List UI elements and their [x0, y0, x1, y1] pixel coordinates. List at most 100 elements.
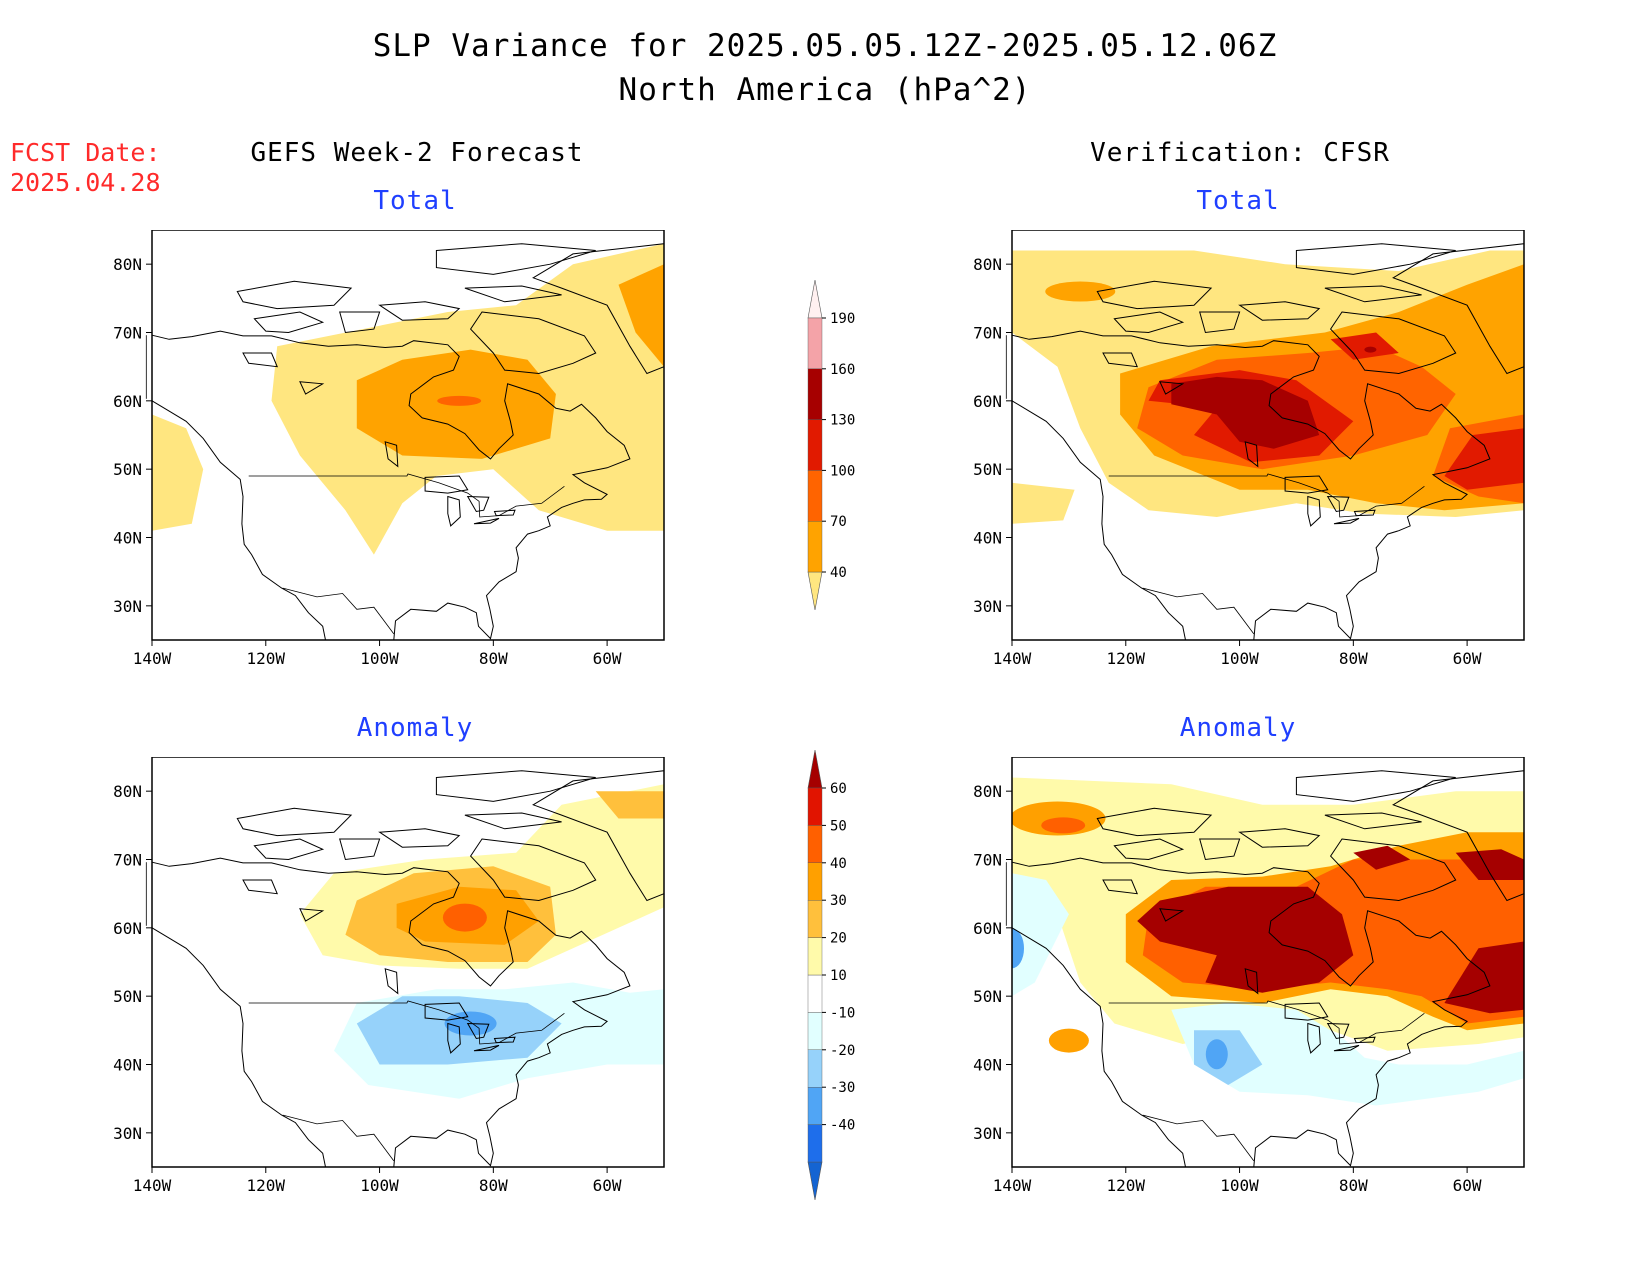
arctic-island	[1324, 285, 1422, 303]
lake-outline	[424, 475, 469, 494]
lon-tick-label: 60W	[1453, 649, 1482, 668]
arctic-island	[1238, 301, 1321, 321]
lat-tick-label: 70N	[973, 324, 1002, 343]
lake-outline	[466, 495, 490, 513]
lon-tick-label: 80W	[1339, 1176, 1368, 1195]
arctic-island	[236, 807, 353, 837]
lat-tick-label: 60N	[973, 392, 1002, 411]
panel-label-cfsr-total: Total	[1196, 186, 1280, 216]
lake-outline	[1307, 495, 1321, 527]
anomaly-40-core	[442, 903, 487, 932]
colorbar-total-label: 130	[830, 413, 855, 429]
shaded-field	[1012, 250, 1524, 524]
colorbar-anomaly-label: -20	[830, 1043, 855, 1059]
coastlines	[1005, 243, 1525, 641]
lake-outline	[1284, 1002, 1329, 1021]
colorbar-total-label: 40	[830, 565, 847, 581]
arctic-island	[1096, 807, 1213, 837]
lat-tick-label: 60N	[113, 919, 142, 938]
lake-outline	[1159, 908, 1185, 922]
colorbar-total-label: 160	[830, 362, 855, 378]
shaded-field	[152, 243, 664, 555]
lake-outline	[1307, 1022, 1321, 1054]
map-cfsr-total: 80N 70N 60N 50N 40N 30N 140W 120W 100W 80W 60W	[973, 230, 1525, 668]
colorbar-total-swatch	[807, 368, 823, 420]
arctic-island	[339, 311, 381, 334]
arctic-island	[435, 770, 596, 802]
atlantic-arctic-coastline	[1011, 857, 1491, 1168]
political-border	[248, 473, 565, 518]
arctic-island	[1295, 243, 1456, 275]
lon-tick-label: 80W	[479, 649, 508, 668]
lake-outline	[1244, 968, 1259, 995]
shaded-field	[299, 784, 664, 1099]
lat-tick-label: 50N	[113, 987, 142, 1006]
lake-outline	[473, 517, 500, 525]
arctic-island	[1295, 770, 1456, 802]
greenland-coast	[1392, 243, 1525, 375]
atlantic-arctic-coastline	[151, 330, 631, 641]
lat-tick-label: 40N	[113, 1056, 142, 1075]
political-border	[1108, 1000, 1425, 1045]
arctic-island	[1113, 311, 1185, 334]
colorbar-anomaly-label: 30	[830, 893, 847, 909]
colorbar-total-label: 70	[830, 514, 847, 530]
lat-tick-label: 60N	[973, 919, 1002, 938]
main-title: SLP Variance for 2025.05.05.12Z-2025.05.…	[372, 28, 1278, 64]
lake-outline	[466, 1022, 490, 1040]
map-cfsr-anomaly: 80N 70N 60N 50N 40N 30N 140W 120W 100W 80W 60W	[973, 757, 1525, 1195]
lat-tick-label: 80N	[113, 255, 142, 274]
colorbar-total-bottom-arrow	[807, 571, 823, 610]
arctic-island	[1199, 311, 1241, 334]
pacific-coastline	[1011, 400, 1186, 641]
panel-label-cfsr-anomaly: Anomaly	[1179, 713, 1297, 743]
greenland-coast	[532, 243, 665, 375]
panel-label-gefs-anomaly: Anomaly	[356, 713, 474, 743]
colorbar-anomaly-swatch	[807, 1012, 823, 1050]
map-gefs-anomaly: 80N 70N 60N 50N 40N 30N 140W 120W 100W 80W 60W	[113, 757, 665, 1195]
colorbar-anomaly-label: 60	[830, 781, 847, 797]
lon-tick-label: 100W	[1220, 649, 1259, 668]
colorbar-total-swatch	[807, 317, 823, 369]
anomaly-30-pacific	[1048, 1028, 1089, 1053]
lon-tick-label: 120W	[1107, 1176, 1146, 1195]
political-border	[1108, 473, 1425, 518]
arctic-island	[435, 243, 596, 275]
colorbar-total-swatch	[807, 470, 823, 522]
arctic-island	[1324, 812, 1422, 830]
lon-tick-label: 140W	[133, 1176, 172, 1195]
lon-tick-label: 80W	[479, 1176, 508, 1195]
colorbar-anomaly-label: 10	[830, 968, 847, 984]
political-border	[248, 1000, 565, 1045]
arctic-island	[1096, 280, 1213, 310]
political-border	[282, 587, 395, 635]
variance-100-core	[437, 395, 482, 406]
shaded-field	[1012, 777, 1524, 1106]
lon-tick-label: 120W	[247, 649, 286, 668]
lon-tick-label: 100W	[1220, 1176, 1259, 1195]
lake-outline	[1244, 441, 1259, 468]
column-title-cfsr: Verification: CFSR	[1090, 138, 1390, 168]
anomaly-60-davis	[1455, 849, 1524, 880]
coastlines	[145, 770, 665, 1168]
atlantic-arctic-coastline	[1011, 330, 1491, 641]
lake-outline	[1333, 1044, 1360, 1052]
arctic-island	[1329, 838, 1457, 902]
variance-70-alaska	[1045, 281, 1116, 302]
lake-outline	[473, 1044, 500, 1052]
lat-tick-label: 50N	[113, 460, 142, 479]
lon-tick-label: 120W	[247, 1176, 286, 1195]
lake-outline	[242, 352, 278, 368]
map-frame	[151, 230, 665, 641]
lake-outline	[242, 879, 278, 895]
colorbar-total: 4070100130160190220	[807, 280, 855, 610]
variance-160-baffin	[1364, 346, 1377, 353]
greenland-coast	[1392, 770, 1525, 902]
arctic-island	[378, 828, 461, 848]
lat-tick-label: 60N	[113, 392, 142, 411]
colorbar-anomaly-top-arrow	[807, 750, 823, 789]
variance-130-quebec	[1444, 428, 1524, 490]
lake-outline	[1326, 1022, 1350, 1040]
lat-tick-label: 50N	[973, 460, 1002, 479]
lat-tick-label: 80N	[973, 255, 1002, 274]
